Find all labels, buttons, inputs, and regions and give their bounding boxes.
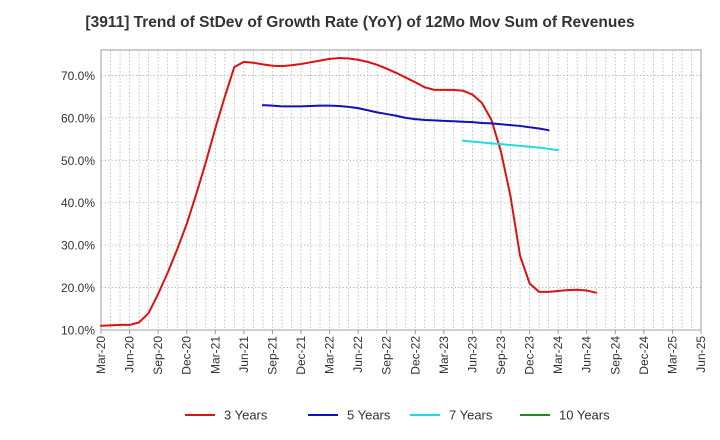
x-tick-label: Sep-23 xyxy=(494,336,508,375)
series-line-5-years xyxy=(261,104,550,132)
y-tick-label: 50.0% xyxy=(61,154,95,168)
legend-label-3-years: 3 Years xyxy=(224,408,268,423)
x-tick-label: Jun-21 xyxy=(237,336,251,373)
legend-label-5-years: 5 Years xyxy=(347,408,391,423)
y-tick-label: 70.0% xyxy=(61,69,95,83)
x-tick-label: Jun-25 xyxy=(694,336,708,373)
series-line-7-years xyxy=(461,139,560,152)
x-tick-label: Dec-20 xyxy=(180,336,194,375)
x-tick-label: Jun-20 xyxy=(123,336,137,373)
x-tick-label: Dec-24 xyxy=(637,336,651,375)
x-tick-label: Dec-22 xyxy=(408,336,422,375)
x-tick-label: Mar-24 xyxy=(551,336,565,374)
x-tick-label: Sep-22 xyxy=(380,336,394,375)
x-tick-label: Jun-22 xyxy=(351,336,365,373)
y-tick-label: 60.0% xyxy=(61,111,95,125)
plot-area xyxy=(100,49,702,331)
y-tick-label: 40.0% xyxy=(61,196,95,210)
y-tick-label: 10.0% xyxy=(61,324,95,338)
x-tick-label: Sep-24 xyxy=(608,336,622,375)
x-tick-label: Mar-25 xyxy=(665,336,679,374)
x-tick-label: Jun-24 xyxy=(580,336,594,373)
x-tick-label: Mar-21 xyxy=(208,336,222,374)
x-tick-label: Dec-23 xyxy=(523,336,537,375)
x-tick-label: Mar-22 xyxy=(323,336,337,374)
series-line-3-years xyxy=(100,57,598,327)
legend-label-10-years: 10 Years xyxy=(559,408,610,423)
y-tick-label: 20.0% xyxy=(61,281,95,295)
x-tick-label: Mar-20 xyxy=(94,336,108,374)
legend-label-7-years: 7 Years xyxy=(449,408,493,423)
chart-title: [3911] Trend of StDev of Growth Rate (Yo… xyxy=(85,14,635,31)
x-tick-label: Sep-21 xyxy=(265,336,279,375)
x-tick-label: Dec-21 xyxy=(294,336,308,375)
x-tick-label: Mar-23 xyxy=(437,336,451,374)
x-tick-label: Jun-23 xyxy=(465,336,479,373)
y-tick-label: 30.0% xyxy=(61,239,95,253)
x-tick-label: Sep-20 xyxy=(151,336,165,375)
